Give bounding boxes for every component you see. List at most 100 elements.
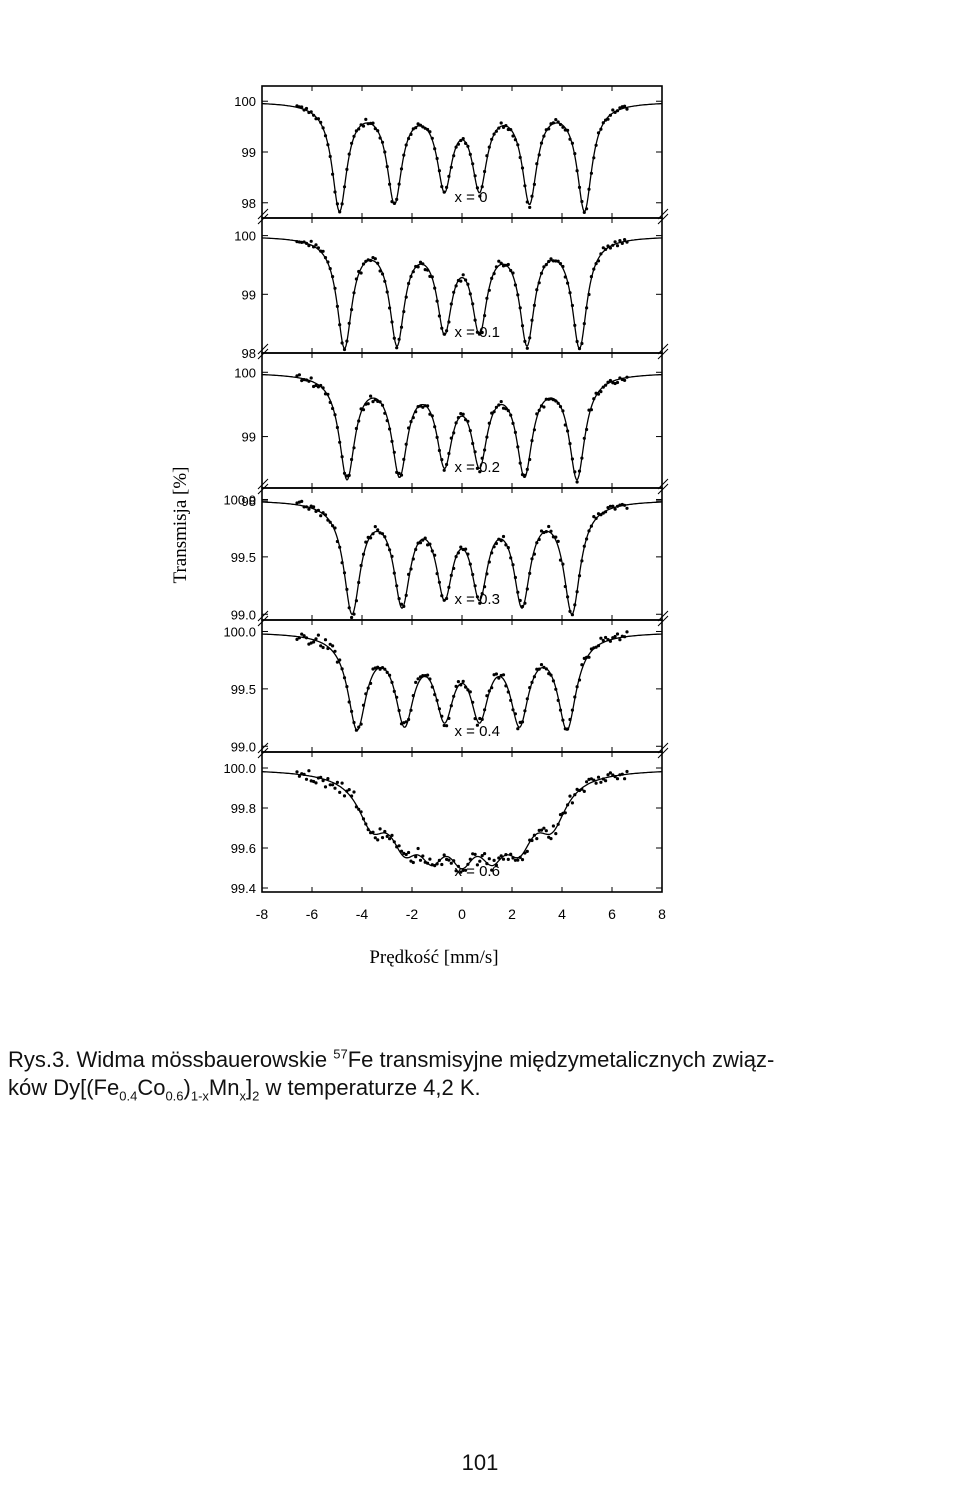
data-point bbox=[426, 268, 430, 272]
data-point bbox=[594, 143, 598, 147]
data-point bbox=[561, 125, 565, 129]
data-point bbox=[478, 194, 482, 198]
data-point bbox=[454, 869, 458, 873]
data-point bbox=[369, 831, 373, 835]
data-point bbox=[618, 239, 622, 243]
data-point bbox=[596, 259, 601, 263]
data-point bbox=[471, 852, 475, 856]
data-point bbox=[487, 689, 491, 693]
spectrum-panel-0: 100 99 98 x = 0 bbox=[234, 85, 663, 219]
data-point bbox=[596, 392, 601, 396]
y-tick-label: 100 bbox=[234, 365, 256, 380]
spectrum-panel-1: 100 99 98 x = 0.1 bbox=[234, 208, 669, 361]
data-point bbox=[611, 504, 615, 508]
data-point bbox=[397, 708, 401, 713]
data-point bbox=[480, 330, 484, 335]
data-point bbox=[426, 404, 430, 408]
data-point bbox=[461, 137, 465, 141]
data-point bbox=[596, 131, 601, 135]
data-point bbox=[378, 136, 382, 140]
data-point bbox=[604, 247, 608, 251]
data-point bbox=[312, 505, 316, 509]
data-point bbox=[383, 535, 387, 539]
data-point bbox=[307, 244, 311, 248]
data-point bbox=[563, 727, 567, 731]
data-point bbox=[563, 423, 567, 427]
panel-label: x = 0.6 bbox=[455, 863, 500, 880]
data-point bbox=[625, 375, 629, 379]
x-tick-label: 4 bbox=[558, 906, 566, 922]
data-point bbox=[461, 868, 465, 873]
data-point bbox=[601, 121, 605, 125]
axis-break-mark bbox=[657, 610, 669, 627]
data-point bbox=[523, 473, 527, 477]
data-point bbox=[523, 184, 527, 188]
data-point bbox=[452, 566, 456, 571]
data-point bbox=[530, 194, 534, 198]
data-point bbox=[380, 666, 385, 670]
data-point bbox=[577, 678, 582, 682]
data-point bbox=[321, 511, 325, 515]
data-point bbox=[601, 385, 605, 389]
data-point bbox=[302, 108, 306, 112]
x-tick-label: -6 bbox=[306, 906, 319, 922]
data-point bbox=[601, 777, 605, 781]
data-point bbox=[319, 514, 323, 518]
data-point bbox=[556, 401, 560, 405]
data-point bbox=[623, 104, 627, 108]
data-point bbox=[520, 324, 525, 328]
data-point bbox=[509, 852, 513, 856]
data-point bbox=[549, 257, 553, 261]
data-point bbox=[383, 411, 387, 415]
data-point bbox=[532, 833, 537, 837]
data-point bbox=[442, 723, 446, 728]
data-point bbox=[300, 772, 304, 776]
data-point bbox=[492, 410, 496, 414]
data-point bbox=[364, 402, 368, 406]
data-point bbox=[551, 824, 556, 828]
data-point bbox=[589, 408, 594, 412]
data-point bbox=[361, 124, 366, 128]
data-point bbox=[483, 708, 487, 712]
data-point bbox=[587, 529, 591, 533]
data-point bbox=[625, 630, 629, 634]
data-point bbox=[487, 560, 491, 564]
data-point bbox=[380, 836, 385, 840]
data-point bbox=[428, 412, 432, 416]
data-point bbox=[480, 717, 484, 722]
data-point bbox=[309, 376, 313, 380]
data-point bbox=[504, 853, 508, 857]
data-point bbox=[326, 518, 330, 522]
data-point bbox=[542, 530, 546, 535]
data-point bbox=[390, 680, 394, 685]
data-point bbox=[418, 123, 423, 127]
data-point bbox=[352, 291, 356, 295]
data-point bbox=[328, 400, 332, 404]
data-point bbox=[599, 127, 603, 131]
data-point bbox=[452, 431, 456, 435]
data-point bbox=[447, 320, 451, 324]
panel-label: x = 0 bbox=[455, 189, 488, 206]
data-point bbox=[421, 125, 425, 129]
data-point bbox=[295, 374, 299, 378]
data-point bbox=[418, 541, 423, 545]
data-point bbox=[456, 551, 460, 555]
data-point bbox=[589, 171, 594, 175]
axis-break-mark bbox=[657, 208, 669, 225]
data-point bbox=[323, 134, 328, 138]
data-point bbox=[426, 127, 430, 132]
data-point bbox=[304, 505, 309, 509]
data-point bbox=[321, 126, 325, 130]
data-point bbox=[366, 258, 370, 262]
data-point bbox=[547, 127, 551, 131]
caption-sub-co: 0.6 bbox=[165, 1088, 184, 1104]
data-point bbox=[537, 153, 541, 157]
data-point bbox=[435, 862, 439, 866]
data-point bbox=[599, 390, 603, 394]
data-point bbox=[490, 411, 494, 415]
data-point bbox=[328, 783, 332, 787]
y-tick-label: 99.8 bbox=[231, 801, 256, 816]
y-tick-label: 100.0 bbox=[223, 761, 256, 776]
data-point bbox=[428, 130, 432, 134]
data-point bbox=[411, 270, 415, 274]
